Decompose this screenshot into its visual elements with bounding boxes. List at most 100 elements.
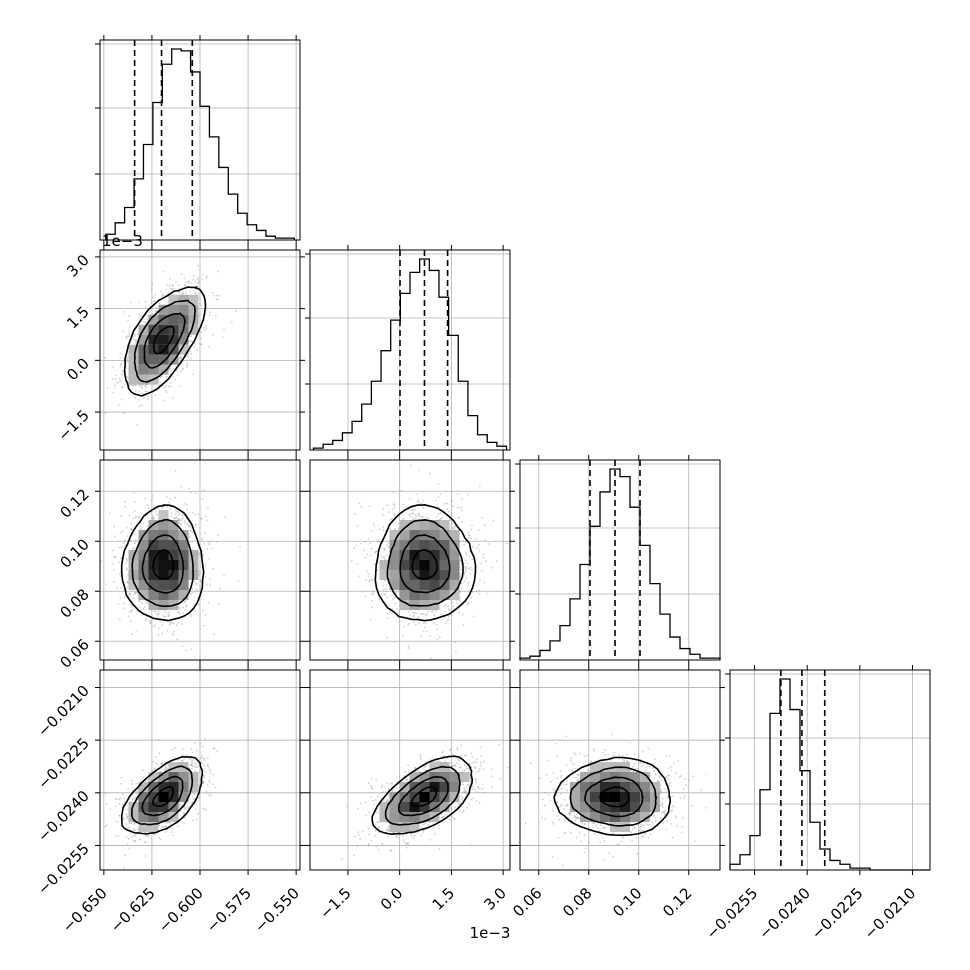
sample-point: [178, 284, 180, 287]
sample-point: [214, 786, 217, 789]
hist-panel-3: [725, 665, 931, 875]
sample-point: [138, 385, 141, 387]
density-cell: [148, 364, 159, 375]
sample-point: [178, 804, 181, 807]
sample-point: [167, 615, 170, 617]
sample-point: [152, 515, 155, 518]
sample-point: [113, 525, 115, 528]
sample-point: [104, 356, 106, 359]
sample-point: [470, 597, 473, 599]
sample-point: [134, 591, 137, 594]
sample-point: [159, 376, 162, 379]
sample-point: [178, 599, 181, 602]
sample-point: [151, 769, 153, 772]
sample-point: [124, 854, 127, 857]
sample-point: [237, 579, 240, 582]
sample-point: [196, 349, 199, 351]
sample-point: [419, 514, 421, 517]
sample-point: [188, 666, 190, 668]
sample-point: [181, 292, 184, 295]
sample-point: [138, 398, 141, 401]
sample-point: [209, 584, 211, 586]
sample-point: [127, 838, 130, 840]
density-cell: [138, 344, 149, 355]
sample-point: [194, 766, 197, 768]
sample-point: [157, 613, 160, 616]
density-cell: [188, 294, 199, 305]
sample-point: [467, 603, 469, 606]
sample-point: [165, 389, 167, 392]
sample-point: [213, 295, 215, 297]
sample-point: [178, 519, 180, 522]
sample-point: [482, 556, 485, 559]
sample-point: [386, 636, 388, 639]
sample-point: [366, 553, 369, 556]
sample-point: [421, 516, 424, 518]
density-cell: [128, 354, 139, 365]
sample-point: [194, 610, 196, 612]
sample-point: [132, 828, 135, 830]
density-cell: [439, 590, 450, 600]
sample-point: [162, 615, 165, 617]
sample-point: [412, 614, 415, 617]
sample-point: [138, 600, 141, 603]
density-cell: [399, 560, 410, 570]
sample-point: [144, 300, 147, 303]
sample-point: [189, 614, 192, 616]
density-cell: [148, 354, 159, 365]
density-cell: [409, 540, 420, 550]
contour-line: [123, 286, 207, 397]
sample-point: [383, 558, 386, 560]
sample-point: [132, 384, 135, 387]
sample-point: [447, 618, 450, 621]
sample-point: [118, 814, 121, 817]
sample-point: [114, 384, 116, 387]
sample-point: [218, 603, 221, 606]
sample-point: [171, 288, 173, 290]
sample-point: [185, 649, 188, 652]
sample-point: [145, 386, 148, 389]
sample-point: [123, 311, 126, 313]
sample-point: [207, 345, 210, 348]
sample-point: [407, 623, 409, 626]
sample-point: [113, 555, 116, 558]
sample-point: [161, 506, 164, 509]
sample-point: [384, 580, 386, 582]
sample-point: [200, 518, 203, 520]
sample-point: [150, 288, 153, 290]
sample-point: [425, 516, 427, 519]
sample-point: [445, 603, 448, 606]
density-cell: [409, 580, 420, 590]
sample-point: [199, 343, 202, 346]
sample-point: [450, 512, 453, 515]
density-cell: [138, 374, 149, 385]
sample-point: [413, 517, 415, 519]
sample-point: [162, 270, 165, 273]
sample-point: [181, 753, 184, 756]
sample-point: [448, 608, 450, 611]
sample-point: [465, 559, 467, 562]
sample-point: [126, 816, 129, 819]
density-cell: [168, 334, 179, 345]
sample-point: [140, 609, 143, 612]
sample-point: [161, 825, 164, 828]
sample-point: [178, 512, 181, 515]
sample-point: [383, 549, 386, 552]
sample-point: [134, 501, 136, 503]
sample-point: [164, 821, 167, 824]
sample-point: [137, 515, 140, 518]
sample-point: [460, 569, 463, 571]
sample-point: [196, 279, 199, 281]
sample-point: [204, 564, 207, 567]
sample-point: [139, 516, 142, 519]
panel-frame: [729, 669, 931, 871]
sample-point: [111, 563, 114, 565]
sample-point: [164, 769, 166, 772]
sample-point: [382, 507, 385, 510]
sample-point: [209, 768, 212, 771]
sample-point: [208, 779, 211, 782]
sample-point: [398, 620, 401, 623]
sample-point: [409, 614, 412, 616]
density-cell: [148, 550, 159, 560]
sample-point: [135, 791, 138, 793]
